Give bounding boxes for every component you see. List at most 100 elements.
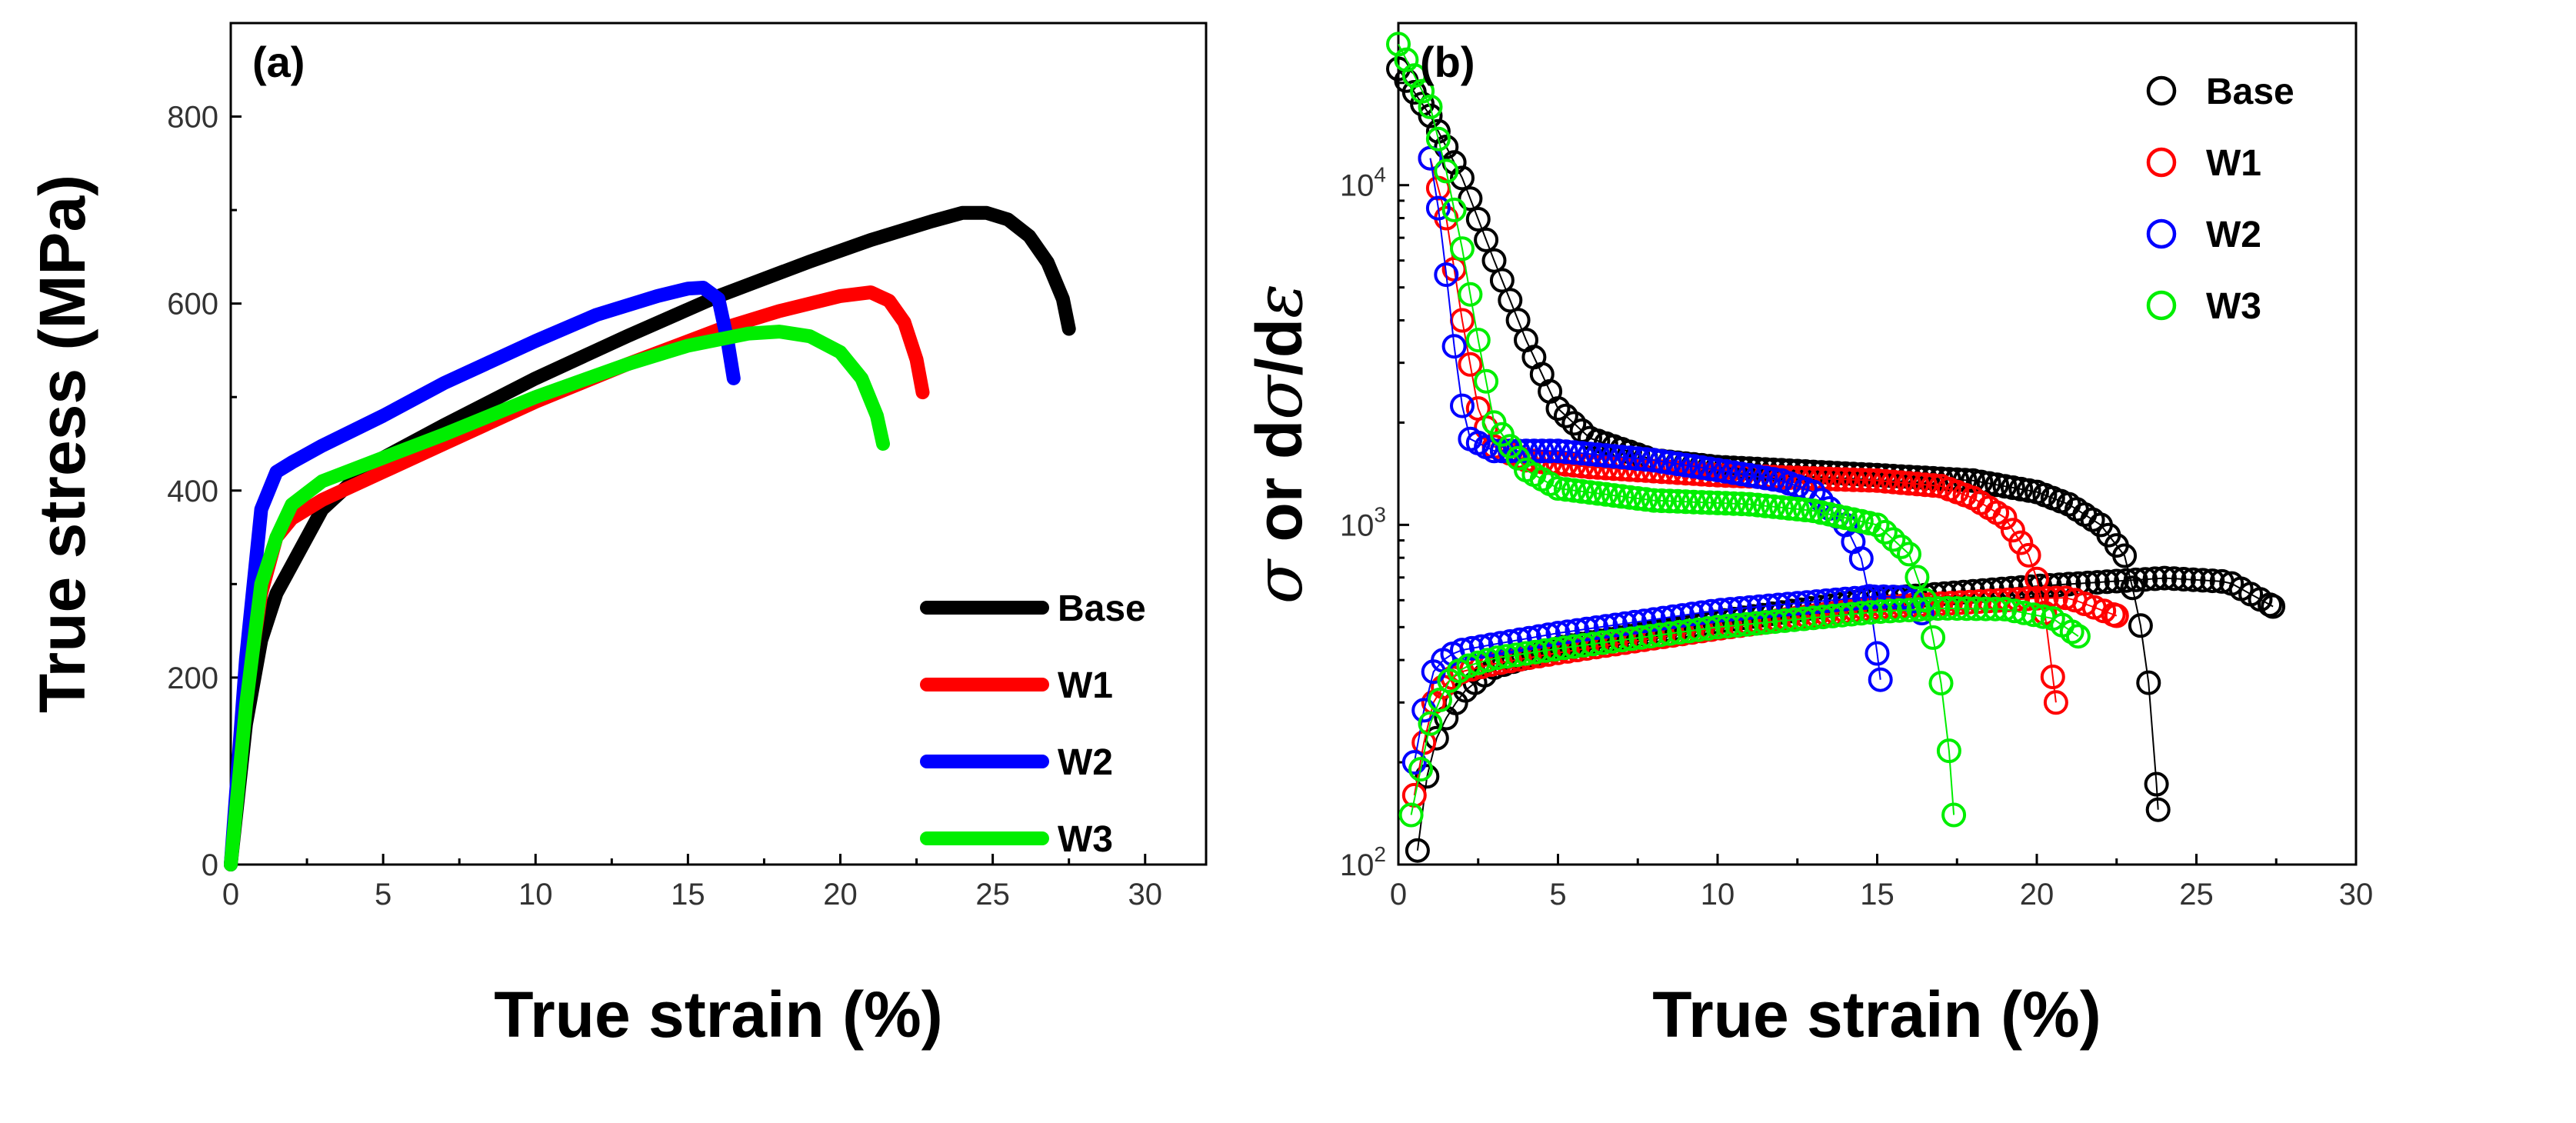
data-point-b-stress-w2 — [1833, 586, 1858, 611]
data-point-b-hardening-w2 — [1434, 262, 1459, 288]
data-point-b-stress-w2 — [1737, 595, 1762, 620]
data-point-b-stress-w3 — [1887, 598, 1912, 623]
data-point-b-hardening-w1 — [1921, 473, 1946, 498]
data-point-b-hardening-w3 — [1761, 494, 1786, 519]
data-point-b-hardening-w3 — [1649, 488, 1675, 513]
a-ticks: 0 5 10 15 20 25 30 0 200 400 600 800 — [167, 101, 1162, 911]
data-point-b-stress-w3 — [2065, 624, 2091, 649]
data-point-b-stress-w2 — [1631, 608, 1657, 634]
data-point-b-hardening-w2 — [1761, 467, 1786, 492]
data-point-b-hardening-base — [1936, 467, 1961, 492]
data-point-b-stress-w3 — [2002, 598, 2027, 624]
data-point-b-stress-w3 — [1398, 802, 1424, 828]
data-point-b-stress-w3 — [1878, 598, 1903, 624]
data-point-b-hardening-w3 — [1912, 588, 1938, 613]
x-tick-label-a: 20 — [823, 878, 858, 911]
data-point-b-hardening-w3 — [1793, 498, 1818, 522]
data-point-b-hardening-w3 — [1905, 565, 1930, 590]
data-point-b-hardening-w3 — [1474, 368, 1499, 394]
data-point-b-hardening-w2 — [1569, 441, 1595, 466]
data-point-b-hardening-w3 — [1553, 477, 1578, 502]
data-point-b-stress-w3 — [1495, 644, 1520, 669]
series-line-a-w2 — [224, 281, 741, 871]
data-point-b-stress-w3 — [1418, 711, 1443, 736]
data-point-b-stress-w2 — [1728, 596, 1753, 621]
data-point-b-stress-w3 — [1839, 601, 1865, 627]
data-point-b-stress-w3 — [1475, 648, 1501, 673]
data-point-b-stress-w2 — [1584, 615, 1609, 640]
data-point-b-stress-w3 — [1485, 645, 1510, 671]
data-point-b-hardening-w3 — [1585, 481, 1611, 506]
data-point-b-stress-w2 — [1488, 631, 1513, 656]
data-point-b-stress-w2 — [1871, 584, 1896, 609]
y-tick-exp-b: 4 — [1374, 163, 1386, 187]
data-point-b-hardening-w2 — [1617, 445, 1642, 471]
data-point-b-stress-base — [2200, 568, 2225, 594]
data-point-b-stress-w1 — [1938, 591, 1963, 616]
data-point-b-hardening-w3 — [1450, 236, 1475, 262]
data-point-b-hardening-base — [2128, 613, 2153, 638]
data-point-b-stress-w3 — [1791, 606, 1817, 631]
data-point-b-hardening-base — [1545, 396, 1571, 422]
data-point-b-hardening-base — [2145, 797, 2171, 822]
data-point-b-stress-base — [2047, 572, 2072, 598]
data-point-b-stress-w2 — [1565, 618, 1590, 643]
data-point-b-hardening-w3 — [1689, 490, 1715, 515]
y-axis-title-b: σ or dσ/dε — [1241, 284, 1317, 604]
data-point-b-stress-w3 — [1648, 622, 1673, 648]
data-point-b-hardening-w1 — [1905, 472, 1930, 497]
data-point-b-stress-w1 — [2104, 603, 2129, 628]
data-point-b-hardening-w1 — [1992, 505, 2018, 530]
legend-marker-b-w1 — [2146, 147, 2177, 178]
data-point-b-stress-w2 — [1641, 607, 1666, 632]
data-point-b-stress-w3 — [1638, 624, 1663, 649]
data-point-b-stress-w2 — [1593, 614, 1618, 639]
data-point-b-stress-base — [1415, 764, 1440, 789]
data-point-b-stress-w3 — [1695, 616, 1721, 641]
y-tick-exp-b: 3 — [1374, 502, 1386, 526]
data-point-b-hardening-base — [1450, 165, 1475, 191]
data-point-b-hardening-w3 — [1609, 484, 1635, 509]
data-point-b-stress-base — [2190, 568, 2215, 593]
data-point-b-hardening-w3 — [1888, 534, 1914, 559]
data-point-b-hardening-w3 — [1458, 282, 1483, 307]
data-point-b-hardening-w2 — [1633, 447, 1658, 472]
data-point-b-hardening-w1 — [2008, 530, 2034, 555]
data-point-b-stress-w3 — [1983, 596, 2008, 621]
data-point-b-hardening-w3 — [1769, 495, 1794, 520]
data-point-b-hardening-base — [2120, 575, 2145, 601]
data-point-b-stress-w2 — [1814, 588, 1839, 613]
data-point-b-stress-w1 — [2014, 586, 2040, 611]
data-point-b-hardening-w1 — [1897, 471, 1921, 496]
plot-frame-a — [229, 22, 1208, 866]
data-point-b-stress-w2 — [1603, 612, 1628, 638]
legend-a: Base W1 W2 W3 — [920, 588, 1146, 860]
data-point-b-hardening-w1 — [1857, 468, 1882, 493]
data-point-b-stress-base — [2142, 566, 2168, 591]
data-point-b-stress-w2 — [1651, 605, 1676, 631]
data-point-b-hardening-w3 — [1705, 490, 1730, 515]
data-point-b-hardening-w1 — [1825, 467, 1850, 492]
data-point-b-hardening-w1 — [2000, 518, 2025, 543]
data-point-b-stress-base — [2114, 568, 2139, 593]
data-point-b-hardening-w3 — [1865, 512, 1890, 538]
data-point-b-hardening-w3 — [1697, 490, 1722, 515]
data-point-b-hardening-w3 — [1928, 671, 1954, 696]
data-point-b-stress-w3 — [1724, 612, 1749, 638]
data-point-b-hardening-base — [1458, 186, 1483, 212]
data-point-b-stress-w3 — [1973, 596, 1998, 621]
data-point-b-stress-base — [2133, 567, 2158, 592]
data-point-b-hardening-w2 — [1641, 448, 1666, 473]
data-point-b-stress-w2 — [1718, 597, 1743, 622]
data-point-b-stress-w3 — [1408, 757, 1433, 782]
data-point-b-stress-w3 — [1944, 596, 1970, 621]
series-line-a-base — [224, 205, 1076, 871]
x-tick-label-b: 30 — [2339, 878, 2374, 911]
data-point-b-hardening-w3 — [1936, 738, 1961, 764]
data-point-b-stress-base — [2181, 567, 2206, 592]
data-point-b-hardening-w3 — [1681, 489, 1706, 515]
legend-marker-b-w2 — [2146, 218, 2177, 249]
data-point-b-stress-w2 — [1679, 601, 1705, 627]
data-point-b-stress-w2 — [1795, 590, 1820, 615]
data-point-b-stress-base — [2094, 569, 2120, 595]
